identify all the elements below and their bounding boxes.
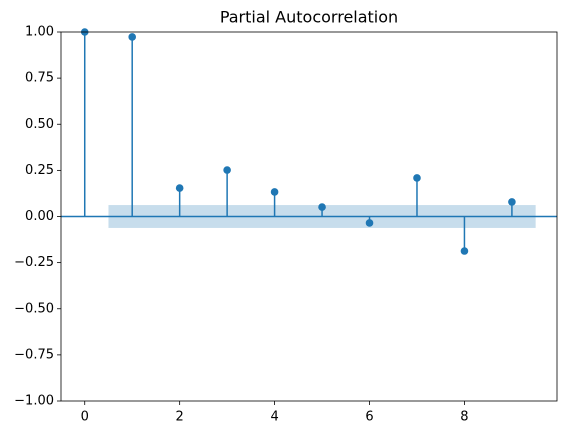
x-tick-label: 8: [460, 410, 468, 425]
x-tick-label: 4: [270, 410, 278, 425]
x-tick-label: 6: [365, 410, 373, 425]
y-tick-label: 1.00: [25, 25, 54, 40]
y-tick-label: 0.25: [25, 163, 54, 178]
y-tick-label: −1.00: [14, 394, 54, 409]
marker: [365, 219, 374, 227]
marker: [460, 247, 469, 255]
marker: [508, 198, 516, 206]
chart-title: Partial Autocorrelation: [220, 8, 398, 27]
y-tick-label: 0.00: [25, 209, 54, 224]
x-tick-label: 0: [81, 410, 89, 425]
plot-frame: [60, 31, 558, 402]
y-tick-label: −0.75: [14, 347, 54, 362]
y-tick-label: −0.25: [14, 255, 54, 270]
marker: [223, 166, 231, 174]
y-tick-label: 0.75: [25, 71, 54, 86]
y-tick-label: 0.50: [25, 117, 54, 132]
y-tick-label: −0.50: [14, 301, 54, 316]
x-tick-label: 2: [176, 410, 184, 425]
marker: [413, 174, 421, 182]
marker: [128, 33, 136, 41]
marker: [318, 203, 326, 211]
marker: [175, 184, 184, 192]
marker: [270, 188, 279, 196]
